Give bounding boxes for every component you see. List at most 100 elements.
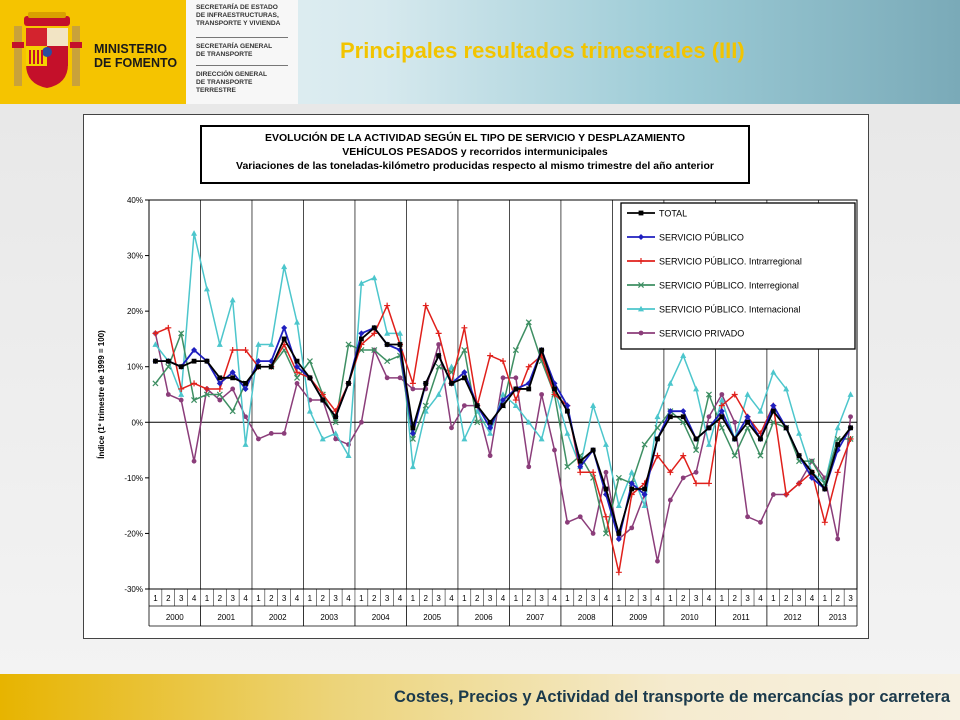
data-point	[204, 358, 210, 364]
data-point	[628, 480, 635, 487]
data-point	[629, 486, 635, 492]
data-point	[178, 397, 184, 403]
data-point	[603, 469, 609, 475]
data-point	[461, 369, 468, 376]
data-point	[835, 442, 841, 447]
data-point	[358, 280, 365, 286]
data-point	[256, 364, 261, 370]
data-point	[564, 463, 571, 470]
data-point	[552, 386, 557, 392]
data-point	[564, 408, 570, 414]
data-point	[667, 414, 673, 420]
data-point	[216, 380, 223, 387]
data-point	[229, 296, 236, 303]
data-point	[281, 431, 287, 436]
y-tick-label: 20%	[127, 307, 143, 316]
data-point	[847, 435, 854, 442]
data-point	[667, 497, 673, 503]
data-point	[615, 535, 622, 542]
data-point	[641, 441, 648, 448]
x-tick-label-quarter: 3	[230, 594, 235, 603]
data-point	[397, 330, 404, 336]
legend-item: SERVICIO PRIVADO	[627, 329, 744, 339]
data-point	[564, 519, 570, 525]
data-point	[693, 469, 699, 475]
data-point	[680, 352, 687, 358]
data-point	[637, 281, 645, 289]
data-point	[422, 302, 429, 309]
data-point	[397, 375, 403, 381]
x-tick-label-quarter: 2	[218, 594, 223, 603]
x-tick-label-year: 2007	[526, 613, 544, 622]
data-point	[203, 385, 210, 392]
data-point	[638, 305, 644, 312]
x-tick-label-quarter: 4	[758, 594, 763, 603]
data-point	[217, 375, 223, 381]
data-point	[152, 341, 159, 347]
data-point	[705, 480, 712, 487]
data-point	[409, 380, 416, 387]
data-point	[590, 531, 596, 536]
data-point	[512, 402, 519, 409]
data-point	[758, 519, 763, 525]
data-point	[268, 364, 274, 370]
data-point	[165, 392, 171, 397]
data-point	[667, 408, 674, 415]
x-tick-label-quarter: 1	[720, 594, 725, 603]
data-point	[500, 397, 506, 404]
data-point	[526, 386, 532, 392]
data-point	[731, 452, 738, 459]
data-point	[821, 519, 828, 526]
x-tick-label-quarter: 4	[501, 594, 506, 603]
x-tick-label-quarter: 3	[797, 594, 802, 603]
x-tick-label-quarter: 2	[578, 594, 583, 603]
x-tick-label-quarter: 3	[591, 594, 596, 603]
data-point	[848, 425, 853, 431]
data-point	[243, 380, 248, 386]
data-point	[705, 441, 712, 447]
x-tick-label-quarter: 3	[179, 594, 184, 603]
x-tick-label-year: 2011	[733, 613, 751, 622]
x-tick-label-quarter: 1	[514, 594, 519, 603]
data-point	[230, 375, 236, 381]
x-tick-label-quarter: 2	[372, 594, 377, 603]
data-point	[487, 430, 494, 436]
x-tick-label-year: 2013	[829, 613, 847, 622]
y-tick-label: -30%	[124, 585, 143, 594]
data-point	[525, 380, 532, 387]
data-point	[638, 258, 644, 264]
legend-label: SERVICIO PÚBLICO. Internacional	[659, 305, 800, 315]
data-point	[384, 330, 391, 336]
data-point	[590, 402, 597, 409]
data-point	[255, 341, 262, 347]
legend-item: SERVICIO PÚBLICO. Interregional	[627, 281, 799, 291]
data-point	[654, 452, 661, 459]
legend-item: SERVICIO PÚBLICO. Internacional	[627, 305, 800, 315]
data-point	[526, 464, 532, 470]
data-point	[525, 363, 532, 370]
data-point	[243, 414, 248, 420]
data-point	[667, 380, 674, 386]
data-point	[165, 363, 172, 370]
data-point	[757, 452, 764, 459]
line-chart: EVOLUCIÓN DE LA ACTIVIDAD SEGÚN EL TIPO …	[97, 125, 858, 627]
x-tick-label-quarter: 1	[359, 594, 364, 603]
data-point	[551, 391, 558, 398]
data-point	[409, 430, 416, 437]
data-point	[642, 486, 647, 492]
data-point	[680, 408, 687, 415]
data-point	[216, 341, 223, 347]
data-point	[680, 414, 686, 420]
x-tick-label-quarter: 1	[771, 594, 776, 603]
data-point	[848, 414, 853, 420]
x-tick-label-quarter: 1	[462, 594, 467, 603]
legend-label: SERVICIO PRIVADO	[659, 329, 744, 339]
x-tick-label-quarter: 2	[269, 594, 274, 603]
x-tick-label-quarter: 4	[707, 594, 712, 603]
data-point	[615, 569, 622, 576]
x-tick-label-quarter: 2	[630, 594, 635, 603]
data-point	[706, 414, 712, 420]
data-point	[638, 330, 644, 336]
x-tick-label-quarter: 2	[681, 594, 686, 603]
data-point	[783, 385, 790, 392]
